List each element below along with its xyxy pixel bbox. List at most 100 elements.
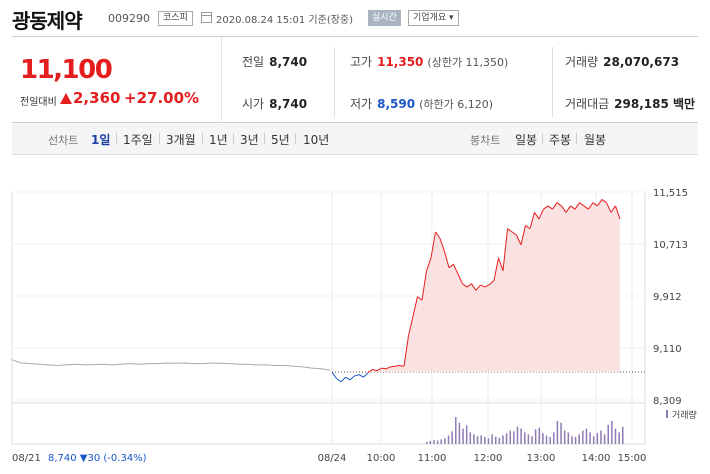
volume-bar: [484, 437, 486, 444]
period-10y[interactable]: 10년: [303, 133, 330, 147]
volume-bar: [436, 440, 439, 444]
volume-bar: [574, 437, 577, 444]
upper-limit: (상한가 11,350): [427, 56, 509, 69]
volume-bar: [491, 434, 493, 444]
price-line-segment: [561, 205, 567, 213]
stat-label: 시가: [242, 97, 265, 111]
stat-low: 저가 8,590 (하한가 6,120): [350, 95, 493, 112]
stat-open: 시가 8,740: [242, 95, 307, 112]
candle-monthly[interactable]: 월봉: [584, 133, 607, 147]
divider: [295, 133, 296, 144]
stat-label: 거래량: [565, 55, 599, 69]
price-line-segment: [484, 284, 490, 288]
price-line-segment: [363, 372, 369, 378]
stat-label: 저가: [350, 97, 373, 111]
x-tick-label: 15:00: [618, 453, 647, 464]
price-line-segment: [426, 257, 432, 271]
x-tick-label: 11:00: [418, 453, 447, 464]
period-1d[interactable]: 1일: [91, 133, 111, 147]
volume-bar: [542, 433, 544, 444]
volume-bar: [603, 434, 606, 444]
volume-bar: [538, 427, 541, 444]
stock-header: 광동제약 009290 코스피 2020.08.24 15:01 기준(장중) …: [0, 0, 710, 36]
volume-bar: [560, 422, 562, 444]
line-chart-label: 선차트: [48, 134, 79, 147]
price-line-segment: [552, 202, 558, 210]
volume-bar: [451, 431, 453, 444]
price-line-segment: [466, 283, 472, 288]
price-line-segment: [354, 374, 360, 377]
price-line-segment: [606, 202, 612, 213]
price-line-segment: [417, 296, 423, 301]
price-chart[interactable]: 11,515 10,713 9,912 9,110 8,309 거래량 08/21 08/24…: [0, 160, 710, 474]
period-3m[interactable]: 3개월: [166, 133, 196, 147]
price-line-segment: [570, 205, 576, 210]
y-tick-label: 9,110: [653, 344, 682, 355]
divider: [334, 47, 335, 117]
stat-turnover: 거래대금 298,185 백만: [565, 95, 695, 112]
price-line-segment: [520, 225, 526, 245]
volume-bar: [516, 426, 519, 444]
volume-bar: [502, 435, 504, 444]
current-price-box: 11,100 전일대비 2,360 +27.00%: [12, 37, 222, 123]
period-5y[interactable]: 5년: [271, 133, 290, 147]
volume-bar: [600, 430, 602, 444]
x-tick-label: 13:00: [527, 453, 556, 464]
volume-bar: [571, 436, 573, 444]
period-3y[interactable]: 3년: [240, 133, 259, 147]
candle-chart-label: 봉차트: [470, 134, 501, 147]
price-line-segment: [597, 199, 603, 207]
volume-bar: [614, 428, 617, 444]
price-line-segment: [462, 283, 468, 288]
volume-legend-swatch: [666, 410, 668, 418]
candle-weekly[interactable]: 주봉: [549, 133, 572, 147]
price-line-segment: [435, 231, 441, 239]
price-line-segment: [538, 208, 544, 220]
price-line-segment: [381, 367, 387, 370]
volume-bar: [429, 440, 432, 444]
price-line-segment: [615, 205, 621, 220]
volume-bar: [509, 430, 511, 444]
price-line-segment: [394, 365, 400, 367]
price-line-segment: [583, 205, 589, 210]
volume-bar: [426, 442, 428, 444]
stat-value: 11,350: [377, 55, 424, 69]
current-price: 11,100: [20, 55, 113, 85]
price-line-segment: [385, 366, 391, 370]
price-line-segment: [448, 263, 454, 268]
volume-legend: 거래량: [672, 409, 697, 421]
candle-daily[interactable]: 일봉: [515, 133, 538, 147]
stat-value: 8,740: [269, 55, 308, 69]
lower-limit: (하한가 6,120): [419, 98, 493, 111]
price-line-segment: [358, 374, 364, 378]
period-1w[interactable]: 1주일: [123, 133, 153, 147]
price-line-segment: [480, 284, 486, 288]
volume-bar: [596, 433, 599, 444]
price-line-segment: [376, 367, 382, 372]
price-line-segment: [489, 280, 495, 285]
price-line-segment: [399, 365, 405, 367]
price-line-segment: [507, 228, 513, 233]
price-line-segment: [349, 375, 355, 381]
divider: [576, 133, 577, 144]
price-line-segment: [471, 283, 477, 291]
change-label: 전일대비: [20, 97, 57, 108]
price-line-segment: [457, 273, 463, 285]
prev-day-note: 8,740 ▼30 (-0.34%): [48, 453, 147, 464]
company-overview-dropdown[interactable]: 기업개요 ▾: [408, 10, 459, 26]
volume-bar: [465, 425, 468, 444]
realtime-button[interactable]: 실시간: [368, 10, 401, 26]
calendar-icon: [201, 12, 212, 23]
volume-bar: [556, 420, 559, 444]
price-line-segment: [403, 335, 409, 367]
divider: [159, 133, 160, 144]
volume-bar: [447, 435, 450, 444]
volume-bar: [520, 428, 522, 444]
change-value: 2,360: [73, 89, 121, 107]
price-line-segment: [336, 378, 342, 383]
x-tick-label: 14:00: [582, 453, 611, 464]
period-1y[interactable]: 1년: [209, 133, 228, 147]
volume-bar: [578, 434, 580, 444]
chart-period-bar: 선차트 1일 1주일 3개월 1년 3년 5년 10년 봉차트 일봉 주봉 월봉: [12, 123, 698, 155]
y-tick-label: 8,309: [653, 396, 682, 407]
